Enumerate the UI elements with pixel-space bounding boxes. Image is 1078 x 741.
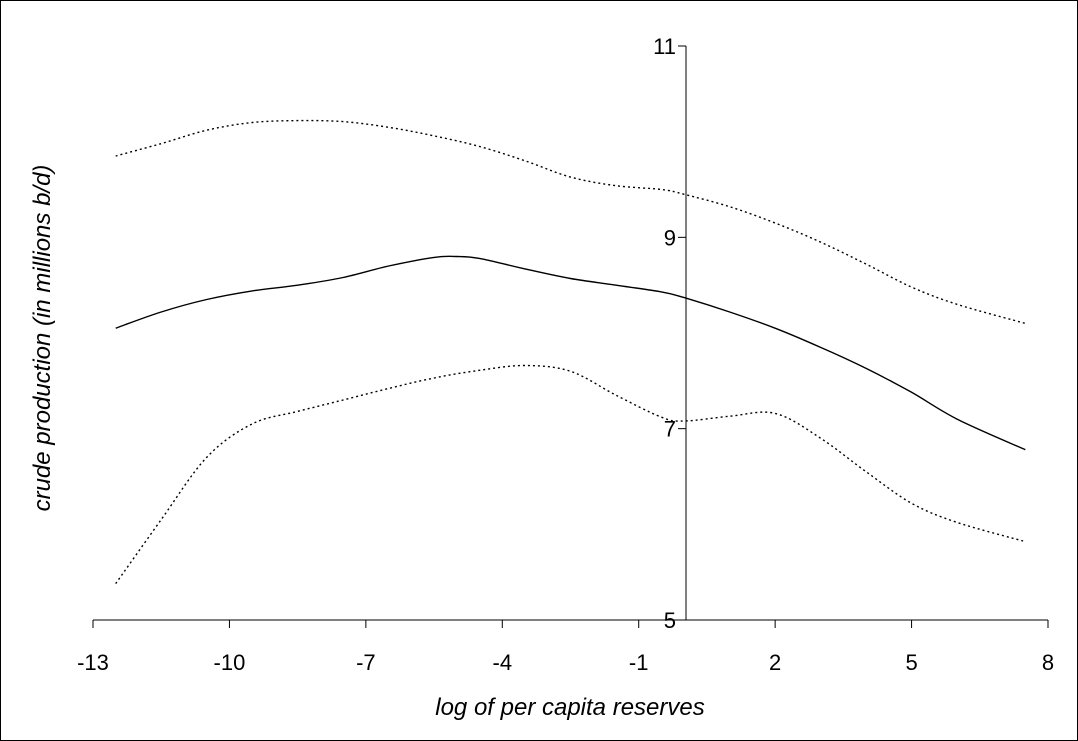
x-tick-label: 8: [1042, 650, 1054, 675]
x-axis-title: log of per capita reserves: [435, 694, 704, 721]
x-tick-label: -7: [356, 650, 376, 675]
series-line-upper-band: [115, 119, 1026, 325]
y-axis-title: crude production (in millions b/d): [29, 165, 56, 512]
x-tick-label: -4: [493, 650, 513, 675]
x-tick-label: 5: [905, 650, 917, 675]
y-tick-label: 7: [664, 417, 676, 442]
x-tick-label: -10: [214, 650, 246, 675]
y-tick-label: 11: [653, 34, 676, 59]
x-tick-label: -13: [77, 650, 109, 675]
axes: -13 -10 -7 -4 -1 2 5 8 5 7 9 11: [77, 34, 1054, 675]
series-line-estimate: [115, 255, 1026, 451]
x-tick-label: 2: [769, 650, 781, 675]
y-tick-label: 5: [664, 608, 676, 633]
x-tick-label: -1: [629, 650, 649, 675]
y-tick-label: 9: [664, 225, 676, 250]
series-line-lower-band: [115, 364, 1026, 585]
series-layer: [115, 119, 1026, 585]
labels: log of per capita reserves crude product…: [29, 165, 705, 721]
